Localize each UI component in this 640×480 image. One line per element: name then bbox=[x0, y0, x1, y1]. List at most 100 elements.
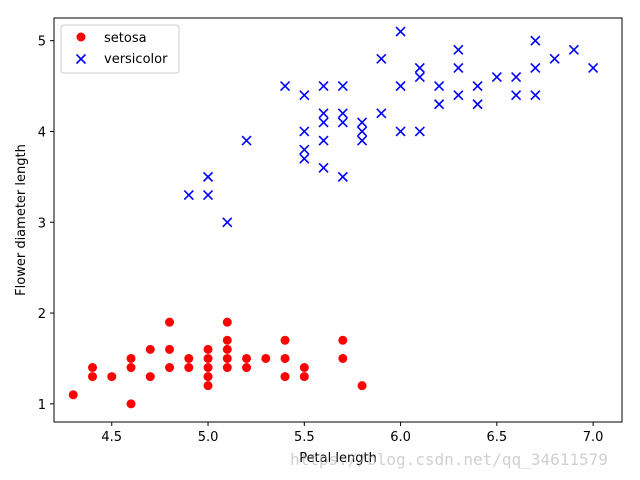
versicolor-point bbox=[491, 71, 502, 83]
versicolor-point bbox=[299, 90, 310, 101]
x-tick-label: 6.0 bbox=[390, 430, 411, 445]
versicolor-point bbox=[299, 144, 310, 155]
versicolor-point bbox=[530, 35, 541, 46]
setosa-point bbox=[299, 363, 309, 373]
setosa-point bbox=[107, 372, 117, 382]
legend-setosa-label: setosa bbox=[104, 31, 147, 46]
legend: setosa versicolor bbox=[60, 24, 180, 74]
versicolor-point bbox=[337, 117, 348, 128]
versicolor-point bbox=[414, 126, 425, 137]
setosa-point bbox=[222, 317, 232, 327]
versicolor-point bbox=[202, 189, 214, 201]
setosa-point bbox=[126, 353, 136, 363]
versicolor-point bbox=[357, 135, 368, 146]
legend-versicolor-label: versicolor bbox=[104, 52, 168, 67]
setosa-point bbox=[165, 317, 175, 327]
versicolor-point bbox=[337, 108, 348, 119]
x-tick-label: 4.5 bbox=[101, 430, 122, 445]
versicolor-point bbox=[337, 81, 348, 92]
versicolor-point bbox=[453, 90, 464, 101]
versicolor-point bbox=[357, 117, 368, 128]
x-axis-label: Petal length bbox=[299, 451, 377, 466]
versicolor-point bbox=[395, 26, 406, 37]
setosa-point bbox=[338, 353, 348, 363]
setosa-point bbox=[222, 363, 232, 373]
setosa-point bbox=[88, 363, 98, 373]
versicolor-point bbox=[318, 162, 329, 173]
versicolor-point bbox=[434, 99, 445, 110]
versicolor-point bbox=[318, 117, 329, 128]
y-tick-label: 4 bbox=[38, 125, 46, 140]
plot-frame bbox=[53, 17, 623, 423]
versicolor-point bbox=[202, 171, 214, 182]
setosa-point bbox=[222, 353, 232, 363]
setosa-point bbox=[184, 353, 194, 363]
setosa-point bbox=[338, 335, 348, 345]
setosa-point bbox=[203, 353, 213, 363]
versicolor-point bbox=[530, 62, 541, 73]
legend-setosa-marker bbox=[76, 32, 86, 42]
setosa-point bbox=[261, 353, 271, 363]
setosa-point bbox=[280, 372, 290, 382]
versicolor-point bbox=[472, 81, 483, 92]
setosa-point bbox=[145, 372, 155, 382]
setosa-point bbox=[88, 372, 98, 382]
setosa-point bbox=[299, 372, 309, 382]
x-axis-ticks: 4.5 5.0 5.5 6.0 6.5 7.0 bbox=[101, 422, 603, 445]
legend-box bbox=[60, 24, 180, 74]
setosa-point bbox=[203, 363, 213, 373]
x-tick-label: 7.0 bbox=[583, 430, 604, 445]
versicolor-point bbox=[299, 153, 310, 164]
setosa-point bbox=[203, 381, 213, 391]
versicolor-point bbox=[588, 62, 599, 73]
versicolor-point bbox=[453, 62, 464, 73]
setosa-point bbox=[242, 353, 252, 363]
versicolor-point bbox=[414, 71, 425, 83]
versicolor-point bbox=[530, 90, 541, 101]
y-tick-label: 1 bbox=[38, 398, 46, 413]
y-axis-ticks: 1 2 3 4 5 bbox=[38, 35, 54, 413]
setosa-point bbox=[280, 353, 290, 363]
setosa-point bbox=[203, 344, 213, 354]
setosa-point bbox=[203, 372, 213, 382]
setosa-point bbox=[126, 399, 136, 409]
versicolor-point bbox=[222, 217, 233, 228]
versicolor-point bbox=[337, 171, 348, 182]
y-tick-label: 2 bbox=[38, 307, 46, 322]
y-tick-label: 5 bbox=[38, 35, 46, 50]
watermark-text: https://blog.csdn.net/qq_34611579 bbox=[290, 450, 608, 469]
legend-versicolor-marker bbox=[75, 53, 87, 65]
versicolor-point bbox=[376, 108, 387, 119]
setosa-point bbox=[222, 344, 232, 354]
setosa-point bbox=[165, 363, 175, 373]
versicolor-point bbox=[511, 71, 522, 83]
versicolor-point bbox=[453, 44, 464, 55]
setosa-point bbox=[68, 390, 78, 400]
points-layer bbox=[68, 26, 599, 409]
setosa-point bbox=[165, 344, 175, 354]
versicolor-point bbox=[279, 81, 291, 92]
versicolor-point bbox=[568, 44, 579, 55]
versicolor-point bbox=[241, 135, 252, 146]
versicolor-point bbox=[376, 53, 387, 64]
versicolor-point bbox=[434, 81, 445, 92]
setosa-point bbox=[184, 363, 194, 373]
y-tick-label: 3 bbox=[38, 216, 46, 231]
y-axis-label: Flower diameter length bbox=[14, 144, 29, 296]
x-tick-label: 5.5 bbox=[294, 430, 315, 445]
setosa-point bbox=[126, 363, 136, 373]
versicolor-point bbox=[183, 189, 194, 201]
setosa-point bbox=[357, 381, 367, 391]
x-tick-label: 6.5 bbox=[487, 430, 508, 445]
setosa-point bbox=[145, 344, 155, 354]
versicolor-point bbox=[549, 53, 560, 64]
versicolor-point bbox=[299, 126, 310, 137]
versicolor-point bbox=[395, 81, 406, 92]
setosa-point bbox=[222, 335, 232, 345]
versicolor-point bbox=[511, 90, 522, 101]
versicolor-point bbox=[318, 81, 329, 92]
versicolor-point bbox=[318, 108, 329, 119]
x-tick-label: 5.0 bbox=[198, 430, 219, 445]
versicolor-point bbox=[414, 62, 425, 73]
